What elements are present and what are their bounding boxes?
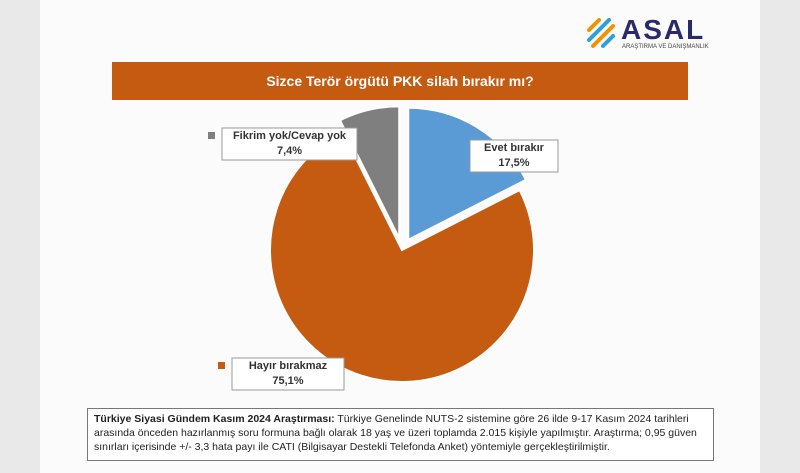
value-label: 17,5% [498, 157, 529, 169]
label-box [221, 127, 358, 161]
logo-name: ASAL [621, 14, 706, 45]
label-box [231, 357, 345, 391]
footnote-text: Türkiye Genelinde NUTS-2 sistemine göre … [94, 413, 697, 453]
footnote: Türkiye Siyasi Gündem Kasım 2024 Araştır… [87, 408, 714, 461]
chart-title: Sizce Terör örgütü PKK silah bırakır mı? [112, 62, 688, 100]
logo-tagline: ARAŞTIRMA VE DANIŞMANLIK [622, 44, 709, 50]
value-label: 7,4% [277, 145, 302, 157]
value-label: 75,1% [272, 375, 303, 387]
legend-swatch [208, 132, 215, 139]
logo: ASAL ARAŞTIRMA VE DANIŞMANLIK [585, 14, 715, 54]
legend-swatch [456, 144, 463, 151]
category-label: Fikrim yok/Cevap yok [233, 130, 347, 142]
label-box [469, 139, 559, 173]
category-label: Evet bırakır [484, 142, 545, 154]
category-label: Hayır bırakmaz [249, 360, 328, 372]
pie-slice [269, 130, 535, 383]
logo-mark [587, 18, 615, 48]
footnote-heading: Türkiye Siyasi Gündem Kasım 2024 Araştır… [94, 413, 335, 425]
legend-swatch [218, 362, 225, 369]
